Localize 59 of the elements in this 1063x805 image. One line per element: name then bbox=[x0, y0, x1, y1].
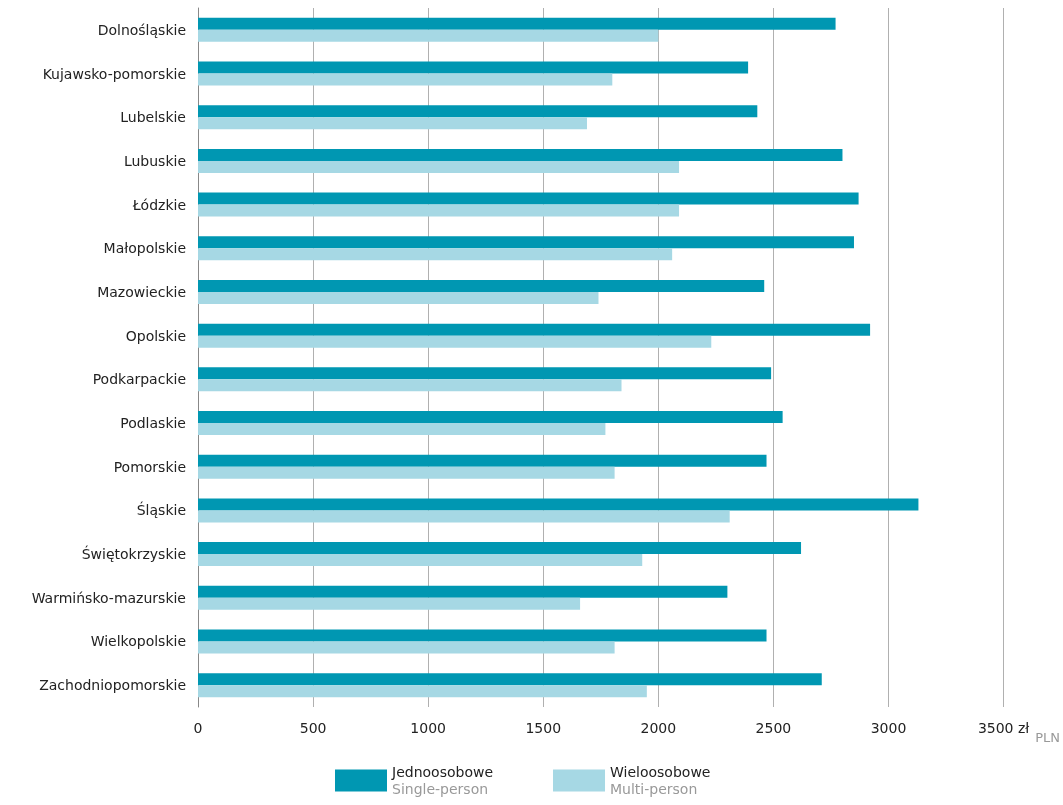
bar bbox=[198, 685, 647, 698]
bar bbox=[198, 279, 765, 292]
bar bbox=[198, 105, 758, 118]
y-tick-label: Lubelskie bbox=[120, 109, 186, 126]
bar bbox=[198, 629, 767, 642]
bar bbox=[198, 542, 802, 555]
x-tick-label: 2500 bbox=[755, 720, 792, 736]
y-tick-label: Małopolskie bbox=[103, 240, 186, 257]
x-tick-label: 1000 bbox=[410, 720, 446, 736]
y-tick-label: Wielkopolskie bbox=[90, 633, 186, 650]
bar bbox=[198, 597, 581, 610]
bar bbox=[198, 367, 772, 380]
x-axis-title: PLN bbox=[1035, 730, 1060, 745]
y-tick-label: Mazowieckie bbox=[97, 283, 186, 300]
y-tick-label: Podlaskie bbox=[120, 415, 186, 432]
bar bbox=[198, 160, 680, 173]
bar bbox=[198, 554, 643, 567]
bar bbox=[198, 454, 767, 467]
x-tick-label: 1500 bbox=[525, 720, 562, 736]
bar bbox=[198, 466, 615, 479]
bar bbox=[198, 585, 728, 598]
x-tick-label: 3500 zł bbox=[977, 720, 1030, 736]
y-tick-label: Dolnośląskie bbox=[97, 21, 186, 38]
bar bbox=[198, 510, 730, 523]
x-tick-label: 500 bbox=[299, 720, 327, 736]
bar bbox=[198, 641, 615, 654]
bar bbox=[198, 204, 680, 217]
y-tick-label: Kujawsko-pomorskie bbox=[42, 65, 186, 82]
y-tick-label: Pomorskie bbox=[113, 458, 186, 475]
y-tick-label: Zachodniopomorskie bbox=[39, 677, 186, 694]
bar bbox=[198, 248, 673, 261]
bar bbox=[198, 498, 919, 511]
bar bbox=[198, 411, 783, 424]
x-tick-label: 3000 bbox=[870, 720, 907, 736]
bar bbox=[198, 323, 871, 336]
bar bbox=[198, 673, 822, 686]
legend-label: Wieloosobowe Multi-person bbox=[610, 764, 711, 797]
y-tick-label: Lubuskie bbox=[123, 152, 186, 169]
bar bbox=[198, 61, 749, 74]
y-tick-label: Śląskie bbox=[136, 501, 186, 519]
bar bbox=[198, 29, 659, 42]
bar bbox=[198, 192, 859, 205]
x-tick-label: 2000 bbox=[640, 720, 677, 736]
y-tick-label: Warmińsko-mazurskie bbox=[31, 589, 186, 606]
legend-label: Jednoosobowe Single-person bbox=[391, 764, 494, 797]
y-tick-label: Podkarpackie bbox=[92, 371, 186, 388]
bar bbox=[198, 379, 622, 392]
y-tick-label: Opolskie bbox=[125, 327, 186, 344]
bar bbox=[198, 148, 843, 161]
bar bbox=[198, 291, 599, 304]
bar bbox=[198, 423, 606, 436]
bar bbox=[198, 73, 613, 86]
y-tick-label: Łódzkie bbox=[131, 196, 186, 213]
bar bbox=[198, 117, 587, 130]
x-tick-label: 0 bbox=[193, 720, 203, 736]
bar bbox=[198, 236, 854, 249]
bar bbox=[198, 17, 836, 30]
bar bbox=[198, 335, 712, 348]
y-tick-label: Świętokrzyskie bbox=[81, 545, 186, 563]
